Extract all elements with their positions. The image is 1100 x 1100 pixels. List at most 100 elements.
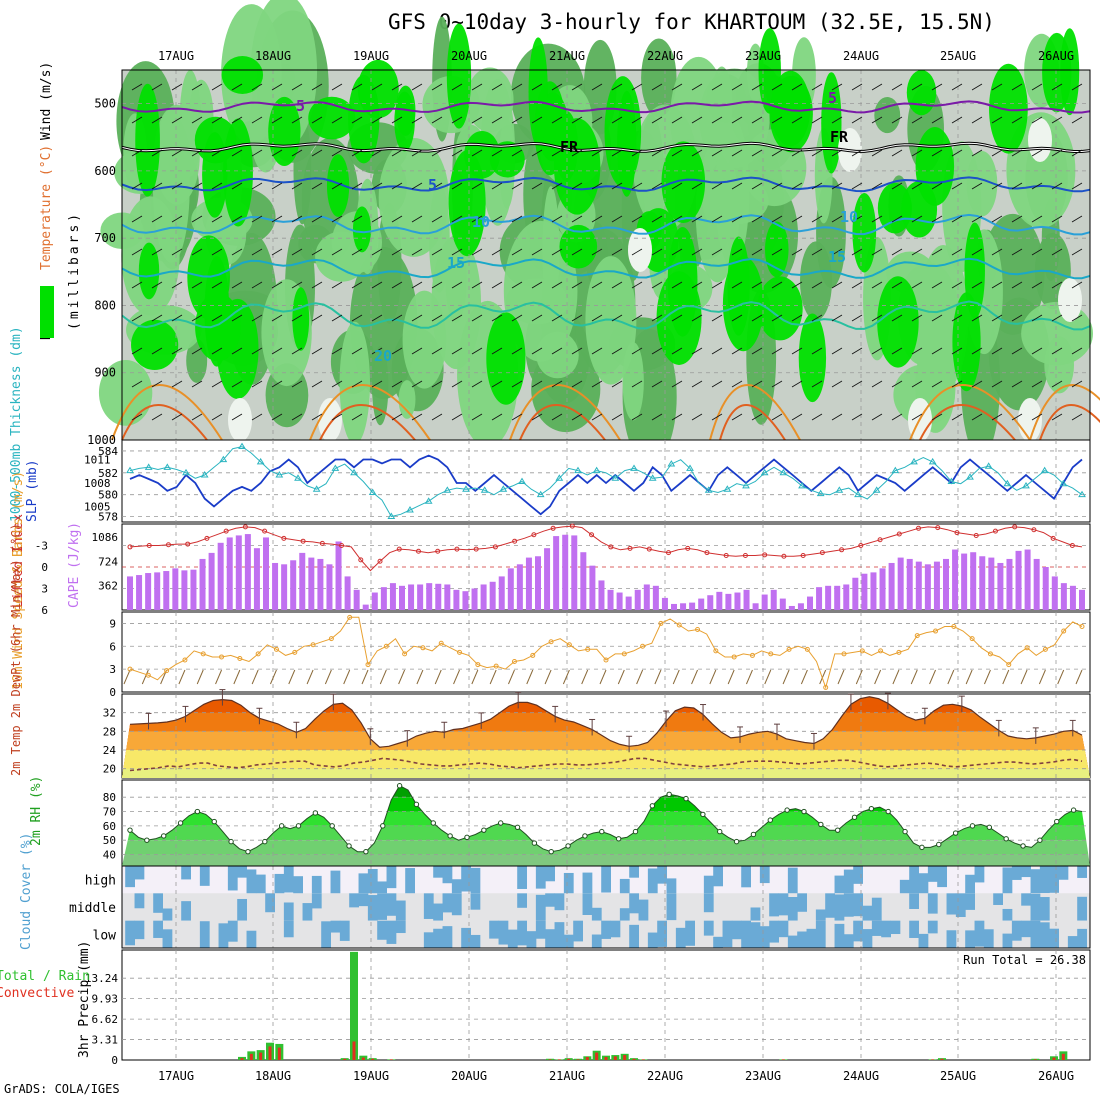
wind-barb — [651, 347, 663, 355]
wind-barb — [851, 182, 863, 190]
wind-barb — [171, 149, 183, 157]
wind-barb — [1071, 83, 1083, 91]
cloud-cell — [498, 920, 509, 945]
rh-point — [615, 836, 622, 842]
wind-barb — [711, 116, 723, 124]
rh-cell — [528, 37, 548, 148]
wind-barb — [671, 281, 683, 289]
rh-point — [902, 828, 908, 835]
wind-barb — [871, 116, 883, 124]
cape-bar — [734, 592, 741, 610]
wind10m-point — [914, 633, 920, 639]
cape-bar — [471, 588, 478, 610]
cloud-cell — [741, 866, 751, 888]
rh-cell — [1042, 32, 1072, 113]
wind-barb — [451, 314, 463, 322]
precip-tick: 3.31 — [92, 1034, 119, 1047]
wind-barb — [811, 83, 823, 91]
wind10m-point — [896, 649, 902, 655]
wind10m-point — [878, 648, 884, 654]
wind-barb — [931, 248, 943, 256]
wind10m-barb — [965, 669, 973, 685]
thickness-point — [406, 506, 414, 513]
cape-li-panel: -3 0 3 6 1086 724 362 Lifted Index CAPE (J/kg) — [11, 514, 1091, 617]
wind-barb — [831, 182, 843, 190]
y-tick-label: 900 — [94, 366, 116, 380]
cape-bar — [1006, 558, 1013, 610]
precip-conv-bar — [595, 1052, 599, 1060]
rh-tick: 80 — [103, 791, 116, 804]
wind-barb — [251, 248, 263, 256]
wind-barb — [591, 116, 603, 124]
wind10m-tick: 3 — [109, 663, 116, 676]
thickness-point — [891, 466, 900, 474]
wind-barb — [771, 413, 783, 421]
thickness-point — [368, 488, 377, 495]
wind-barb — [531, 248, 543, 256]
cape-bar — [779, 598, 786, 610]
wind10m-barb — [746, 669, 753, 685]
wind-barb — [531, 347, 543, 355]
wind-barb — [151, 314, 163, 322]
wind-barb — [771, 116, 783, 124]
wind-barb — [431, 116, 443, 124]
thickness-point — [630, 464, 638, 471]
wind-barb — [191, 380, 203, 388]
wind-barb — [1031, 281, 1043, 289]
wind-barb — [971, 248, 983, 256]
wind-barb — [751, 215, 763, 223]
wind10m-barb — [837, 669, 845, 685]
wind-barb — [151, 248, 163, 256]
wind-barb — [851, 380, 863, 388]
wind-barb — [711, 149, 723, 157]
wind-barb — [991, 83, 1003, 91]
li-point — [569, 523, 575, 529]
panel-frame-outline — [121, 865, 1091, 949]
wind-barb — [191, 248, 203, 256]
wind10m-point — [987, 651, 993, 657]
cape-bar — [906, 558, 913, 610]
wind10m-barb — [617, 669, 625, 685]
wind-barb — [1011, 116, 1023, 124]
cloud-cell — [647, 868, 658, 894]
wind-barb — [471, 116, 483, 124]
wind-barb — [271, 83, 283, 91]
wind10m-barb — [379, 669, 387, 685]
wind10m-point — [383, 643, 389, 649]
thickness-label: 1000-500mb Thickness (dm) — [9, 326, 24, 522]
cape-bar — [335, 541, 342, 610]
top-x-label: 25AUG — [940, 49, 976, 63]
wind-barb — [491, 413, 503, 421]
rh-cell — [554, 110, 578, 181]
wind-barb — [811, 116, 823, 124]
wind-barb — [751, 149, 763, 157]
thickness-point — [387, 512, 396, 520]
panel-frame — [121, 439, 1091, 523]
wind-barb — [951, 413, 963, 421]
rh-low-cell — [228, 398, 252, 442]
wind-barb — [331, 347, 343, 355]
wind-barb — [631, 380, 643, 388]
cloud-cell — [703, 875, 714, 894]
y-tick-label: 1000 — [87, 433, 116, 447]
cloud-cell — [181, 901, 191, 921]
li-point — [819, 550, 825, 556]
rh-point — [986, 824, 993, 830]
temp-label: 2m Temp 2m DewPt (6hr Min/Max) (°C) — [9, 523, 23, 776]
thickness-point — [872, 486, 881, 493]
cloud-cell — [1049, 866, 1059, 893]
wind10m-point — [1061, 628, 1067, 634]
rh-cell — [339, 321, 370, 445]
wind-barb — [911, 83, 923, 91]
cloud-cell — [946, 893, 957, 915]
wind-barb — [491, 83, 503, 91]
top-x-label: 22AUG — [647, 49, 683, 63]
cloud-cell — [554, 893, 565, 911]
cloud-cell — [1011, 920, 1022, 941]
wind-barb — [591, 281, 603, 289]
wind-barb — [611, 116, 623, 124]
wind-barb — [131, 413, 143, 421]
wind-barb — [1011, 380, 1023, 388]
cloud-cell — [367, 895, 378, 921]
